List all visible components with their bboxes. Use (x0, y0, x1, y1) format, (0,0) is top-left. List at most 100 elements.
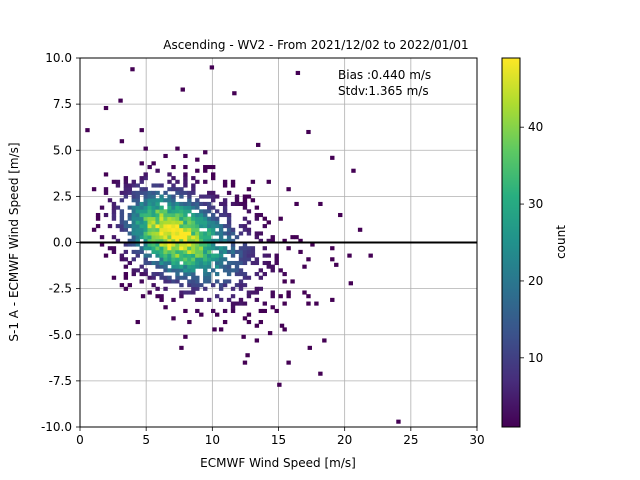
heatmap-cell (183, 216, 188, 221)
heatmap-cell (91, 187, 97, 192)
colorbar-tick-label: 10 (528, 351, 543, 365)
heatmap-cell (143, 194, 148, 199)
heatmap-cell (111, 212, 117, 218)
heatmap-cell (238, 257, 244, 262)
heatmap-cell (183, 183, 188, 188)
heatmap-cell (211, 176, 216, 181)
heatmap-cell (143, 227, 148, 232)
heatmap-cell (238, 301, 244, 306)
heatmap-cell (203, 231, 208, 236)
heatmap-cell (222, 205, 228, 210)
heatmap-cell (155, 227, 160, 232)
heatmap-cell (207, 165, 212, 170)
heatmap-cell (183, 224, 188, 229)
heatmap-cell (214, 253, 220, 258)
heatmap-cell (139, 187, 144, 192)
heatmap-cell (175, 257, 180, 262)
heatmap-cell (211, 308, 216, 314)
heatmap-cell (203, 212, 208, 218)
heatmap-cell (242, 257, 248, 262)
heatmap-cell (163, 242, 168, 247)
heatmap-cell (151, 161, 156, 166)
heatmap-cell (187, 198, 192, 203)
heatmap-cell (167, 257, 172, 262)
plot-area (79, 57, 478, 428)
heatmap-cell (211, 231, 216, 236)
heatmap-cell (179, 242, 184, 247)
heatmap-cell (131, 238, 136, 243)
heatmap-cell (151, 216, 156, 221)
heatmap-cell (139, 161, 144, 166)
heatmap-cell (131, 257, 136, 262)
heatmap-cell (214, 224, 220, 229)
heatmap-cell (246, 294, 252, 299)
heatmap-cell (211, 227, 216, 232)
heatmap-cell (195, 168, 200, 173)
heatmap-cell (127, 205, 133, 210)
colorbar-tick-label: 20 (528, 274, 543, 288)
heatmap-cell (230, 253, 236, 258)
heatmap-cell (155, 198, 160, 203)
heatmap-cell (167, 201, 172, 206)
heatmap-cell (191, 290, 196, 295)
heatmap-cell (218, 201, 224, 206)
heatmap-cell (107, 198, 113, 203)
heatmap-cell (222, 279, 228, 284)
heatmap-cell (222, 264, 228, 269)
heatmap-cell (187, 201, 192, 206)
heatmap-cell (199, 209, 204, 214)
heatmap-cell (230, 260, 236, 266)
heatmap-cell (195, 231, 200, 236)
heatmap-cell (234, 268, 240, 273)
heatmap-cell (191, 224, 196, 229)
heatmap-cell (238, 253, 244, 258)
heatmap-cell (151, 238, 156, 243)
heatmap-cell (199, 212, 204, 218)
y-tick-label: -10.0 (41, 420, 72, 434)
y-tick-label: 10.0 (45, 51, 72, 65)
heatmap-cell (187, 194, 192, 199)
heatmap-cell (171, 249, 176, 254)
heatmap-cell (103, 212, 109, 218)
heatmap-cell (318, 371, 323, 376)
y-axis-ticks: -10.0 -7.5 -5.0 -2.5 0.0 2.5 5.0 7.5 10.0 (41, 51, 80, 434)
heatmap-cell (274, 253, 279, 258)
heatmap-cell (147, 290, 152, 295)
heatmap-cell (211, 216, 216, 221)
heatmap-cell (85, 128, 90, 133)
heatmap-cell (246, 194, 252, 199)
heatmap-cell (218, 253, 224, 258)
heatmap-cell (171, 183, 176, 188)
heatmap-cell (199, 220, 204, 225)
heatmap-cell (99, 235, 105, 240)
heatmap-cell (155, 249, 160, 254)
heatmap-cell (183, 205, 188, 210)
heatmap-cell (123, 272, 129, 277)
heatmap-cell (155, 224, 160, 229)
heatmap-cell (195, 201, 200, 206)
heatmap-cell (330, 155, 335, 160)
heatmap-cell (159, 242, 164, 247)
heatmap-cell (254, 286, 260, 291)
heatmap-cell (195, 198, 200, 203)
heatmap-cell (262, 260, 267, 266)
heatmap-cell (155, 201, 160, 206)
heatmap-cell (191, 249, 196, 254)
heatmap-cell (195, 279, 200, 284)
heatmap-cell (163, 279, 168, 284)
heatmap-cell (207, 257, 212, 262)
heatmap-cell (238, 272, 244, 277)
heatmap-cell (183, 268, 188, 273)
heatmap-cell (195, 227, 200, 232)
heatmap-cell (143, 216, 148, 221)
heatmap-cell (123, 176, 129, 181)
heatmap-cell (254, 257, 260, 262)
heatmap-cell (266, 264, 271, 269)
heatmap-cell (140, 294, 146, 299)
heatmap-cell (230, 305, 236, 310)
heatmap-cell (211, 205, 216, 210)
heatmap-cell (159, 257, 164, 262)
heatmap-cell (214, 279, 220, 284)
heatmap-cell (258, 268, 264, 273)
y-tick-label: 0.0 (53, 236, 72, 250)
